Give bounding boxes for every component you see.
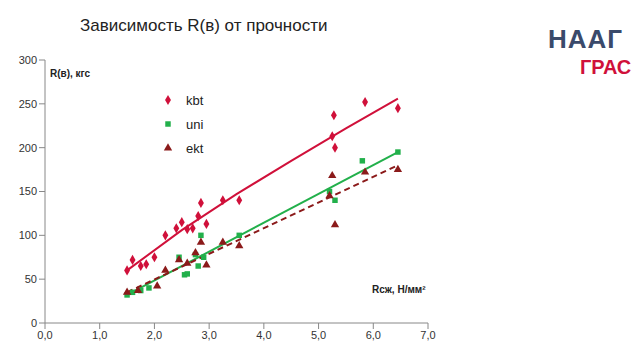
svg-text:1,0: 1,0 bbox=[92, 329, 107, 341]
html-text:НААГ: НААГ bbox=[548, 24, 624, 54]
svg-text:7,0: 7,0 bbox=[420, 329, 435, 341]
svg-text:2,0: 2,0 bbox=[147, 329, 162, 341]
html-text:Rсж, Н/мм²: Rсж, Н/мм² bbox=[372, 284, 426, 295]
svg-text:0,0: 0,0 bbox=[37, 329, 52, 341]
svg-text:250: 250 bbox=[19, 98, 37, 110]
html-text:Зависимость R(в) от прочности: Зависимость R(в) от прочности bbox=[80, 16, 328, 35]
html-text:R(в), кгс: R(в), кгс bbox=[50, 68, 91, 79]
html-text:ekt: ekt bbox=[186, 140, 204, 156]
svg-text:200: 200 bbox=[19, 142, 37, 154]
svg-text:5,0: 5,0 bbox=[311, 329, 326, 341]
svg-text:6,0: 6,0 bbox=[366, 329, 381, 341]
svg-text:100: 100 bbox=[19, 229, 37, 241]
svg-text:300: 300 bbox=[19, 54, 37, 66]
svg-text:0: 0 bbox=[31, 317, 37, 329]
svg-text:150: 150 bbox=[19, 185, 37, 197]
html-text:kbt: kbt bbox=[186, 92, 204, 108]
html-text:uni: uni bbox=[186, 116, 204, 132]
html-text:ГРАС: ГРАС bbox=[580, 56, 632, 78]
svg-text:3,0: 3,0 bbox=[201, 329, 216, 341]
svg-text:50: 50 bbox=[25, 273, 37, 285]
svg-text:4,0: 4,0 bbox=[256, 329, 271, 341]
